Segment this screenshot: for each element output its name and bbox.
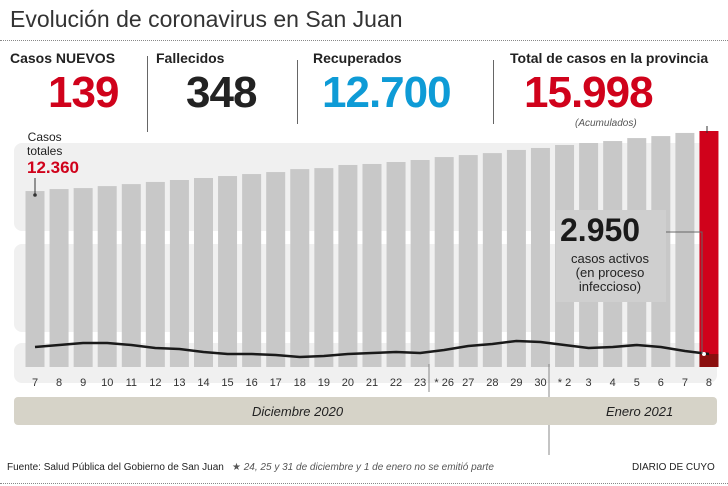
x-tick-label: 18 (294, 377, 306, 389)
bar (73, 188, 93, 367)
first-label-line: totales (27, 144, 63, 158)
x-tick-label: 16 (246, 377, 258, 389)
bar (242, 174, 262, 367)
first-bar-value: 12.360 (27, 158, 79, 177)
bar (675, 132, 695, 367)
month-band (14, 397, 717, 425)
x-tick-label: 23 (414, 377, 426, 389)
new-cases-value: 139 (48, 68, 119, 117)
stat-divider (147, 56, 148, 132)
bar (386, 161, 406, 367)
source-text: Fuente: Salud Pública del Gobierno de Sa… (7, 462, 224, 473)
x-tick-label: 8 (56, 377, 62, 389)
footnote-text: 24, 25 y 31 de diciembre y 1 de enero no… (243, 462, 494, 473)
x-tick-label: 7 (682, 377, 688, 389)
active-cases-text: casos activos (en proceso infeccioso) (560, 252, 660, 294)
active-point (701, 352, 706, 356)
bar (434, 157, 454, 367)
x-tick-label: 5 (634, 377, 640, 389)
total-value: 15.998 (524, 68, 654, 117)
bar (193, 178, 213, 367)
footnote: ★ 24, 25 y 31 de diciembre y 1 de enero … (232, 462, 494, 473)
stat-divider (493, 60, 494, 124)
active-annotation-bg (556, 210, 666, 302)
x-tick-label: 9 (80, 377, 86, 389)
x-tick-label: 8 (706, 377, 712, 389)
x-tick-label: * 2 (558, 377, 571, 389)
x-tick-label: 19 (318, 377, 330, 389)
x-tick-label: 21 (366, 377, 378, 389)
bar (218, 176, 238, 367)
total-note: (Acumulados) (575, 118, 637, 129)
active-text-line: infeccioso) (578, 279, 642, 294)
first-bar-label: Casos totales (27, 130, 62, 158)
x-tick-label: 14 (197, 377, 209, 389)
x-tick-label: 7 (32, 377, 38, 389)
active-cases-value: 2.950 (560, 212, 641, 248)
x-tick-label: 30 (534, 377, 546, 389)
x-tick-label: 13 (173, 377, 185, 389)
bar (699, 131, 719, 367)
first-value-dot (33, 193, 37, 197)
x-tick-label: 27 (462, 377, 474, 389)
bar (482, 153, 502, 367)
active-cases-line (34, 339, 710, 359)
x-tick-label: 15 (221, 377, 233, 389)
bar (25, 191, 45, 367)
bar (121, 184, 141, 367)
bar (266, 172, 286, 367)
active-leader (662, 231, 703, 354)
x-tick-label: 11 (126, 377, 137, 389)
bar (169, 179, 189, 367)
title-divider (0, 40, 728, 41)
active-cases-bar (699, 354, 719, 367)
new-cases-label: Casos NUEVOS (10, 50, 116, 66)
x-tick-label: * 26 (434, 377, 454, 389)
active-text-line: (en proceso (575, 265, 645, 280)
bar (97, 186, 117, 367)
bar (290, 169, 310, 367)
star-icon: ★ (232, 462, 241, 473)
deaths-value: 348 (186, 68, 257, 117)
bar (314, 168, 334, 367)
bar (338, 164, 358, 367)
first-label-line: Casos (27, 130, 62, 144)
deaths-label: Fallecidos (156, 50, 225, 66)
page-title: Evolución de coronavirus en San Juan (10, 6, 403, 32)
active-text-line: casos activos (570, 251, 650, 266)
footer-divider (0, 483, 728, 484)
x-tick-label: 20 (342, 377, 354, 389)
recovered-label: Recuperados (313, 50, 402, 66)
x-tick-label: 4 (610, 377, 616, 389)
month-label-january: Enero 2021 (606, 404, 674, 419)
stat-divider (297, 60, 298, 124)
x-tick-label: 17 (270, 377, 282, 389)
x-tick-label: 29 (510, 377, 522, 389)
bar (145, 181, 165, 367)
recovered-value: 12.700 (322, 68, 452, 117)
bar (49, 189, 69, 367)
bar (530, 147, 550, 367)
total-label: Total de casos en la provincia (510, 50, 709, 66)
x-tick-label: 3 (586, 377, 592, 389)
brand: DIARIO DE CUYO (632, 462, 715, 473)
x-tick-label: 22 (390, 377, 402, 389)
bar (362, 163, 382, 367)
bar (410, 160, 430, 367)
bar (458, 155, 478, 367)
bar (506, 149, 526, 367)
x-tick-label: 10 (101, 377, 113, 389)
x-tick-label: 28 (486, 377, 498, 389)
month-label-december: Diciembre 2020 (252, 404, 344, 419)
x-tick-label: 12 (149, 377, 161, 389)
x-tick-label: 6 (658, 377, 664, 389)
